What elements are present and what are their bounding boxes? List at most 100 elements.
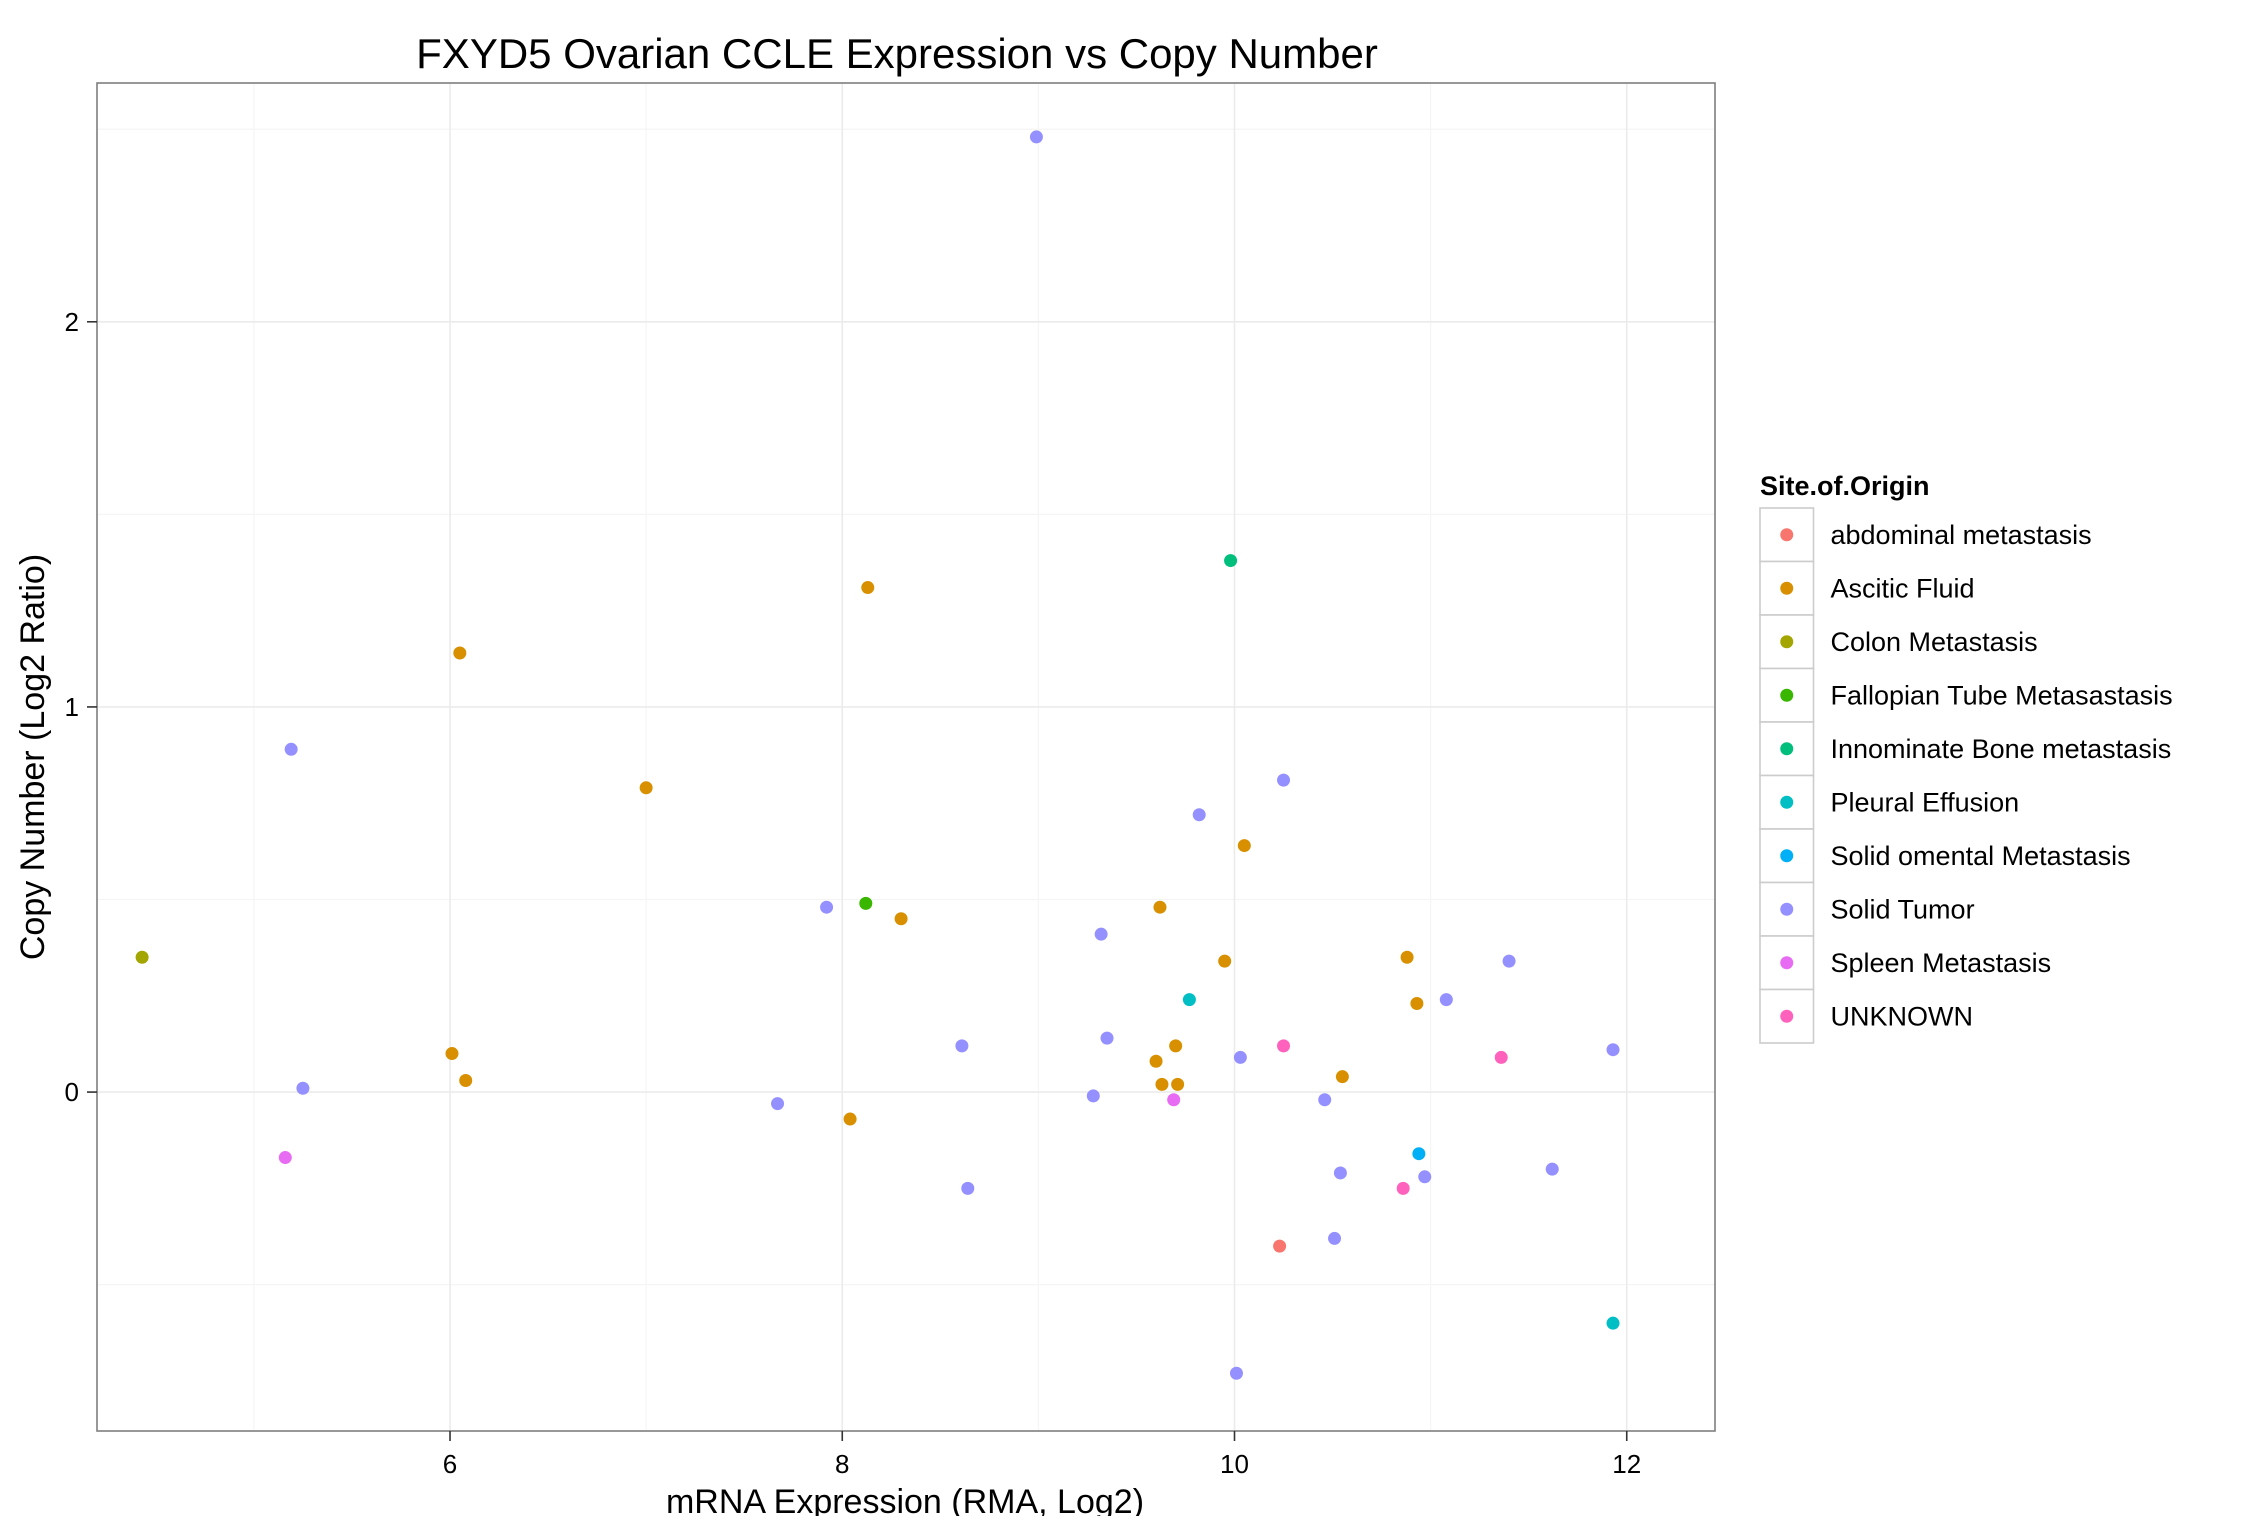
data-point xyxy=(1169,1039,1183,1053)
data-point xyxy=(1335,1070,1349,1084)
data-point xyxy=(955,1039,969,1053)
data-point xyxy=(1502,954,1516,968)
grid xyxy=(97,83,1715,1431)
data-point xyxy=(1606,1316,1620,1330)
legend-marker xyxy=(1780,795,1794,809)
data-point xyxy=(1494,1050,1508,1064)
legend-item: Solid omental Metastasis xyxy=(1759,828,2131,884)
data-point xyxy=(771,1097,785,1111)
y-tick-label: 0 xyxy=(65,1077,79,1107)
data-point xyxy=(639,781,653,795)
legend-item: Innominate Bone metastasis xyxy=(1759,721,2172,777)
legend-marker xyxy=(1780,581,1794,595)
data-point xyxy=(1237,839,1251,853)
data-point xyxy=(1100,1031,1114,1045)
legend-label: Solid Tumor xyxy=(1831,894,1975,924)
legend-label: Pleural Effusion xyxy=(1831,787,2020,817)
legend-marker xyxy=(1780,742,1794,756)
series-group xyxy=(1224,554,1238,568)
legend-item: Ascitic Fluid xyxy=(1759,560,1975,616)
legend-marker xyxy=(1780,1009,1794,1023)
legend-item: Spleen Metastasis xyxy=(1759,935,2052,991)
data-point xyxy=(1412,1147,1426,1161)
legend: Site.of.Origin abdominal metastasis Ascit… xyxy=(1759,471,2173,1044)
legend-item: Fallopian Tube Metasastasis xyxy=(1759,667,2173,723)
x-axis-label: mRNA Expression (RMA, Log2) xyxy=(666,1483,1144,1516)
legend-label: abdominal metastasis xyxy=(1831,520,2092,550)
legend-label: Fallopian Tube Metasastasis xyxy=(1831,680,2173,710)
data-point xyxy=(1277,1039,1291,1053)
legend-marker xyxy=(1780,902,1794,916)
legend-label: UNKNOWN xyxy=(1831,1001,1974,1031)
legend-label: Solid omental Metastasis xyxy=(1831,841,2131,871)
data-point xyxy=(1318,1093,1332,1107)
y-tick-label: 2 xyxy=(65,307,79,337)
series-group xyxy=(1273,1239,1287,1253)
series-group xyxy=(859,896,873,910)
legend-marker xyxy=(1780,956,1794,970)
legend-label: Colon Metastasis xyxy=(1831,627,2038,657)
legend-item: Colon Metastasis xyxy=(1759,614,2038,670)
data-point xyxy=(453,646,467,660)
x-tick-label: 8 xyxy=(835,1449,849,1479)
series-group xyxy=(1182,993,1620,1330)
series-group xyxy=(1277,1039,1508,1195)
data-point xyxy=(1277,773,1291,787)
x-tick-label: 12 xyxy=(1612,1449,1641,1479)
data-point xyxy=(278,1151,292,1165)
legend-item: Solid Tumor xyxy=(1759,881,1975,937)
data-point xyxy=(1029,130,1043,144)
data-point xyxy=(1410,996,1424,1010)
data-points xyxy=(135,130,1620,1380)
y-axis-label: Copy Number (Log2 Ratio) xyxy=(14,554,52,960)
data-point xyxy=(1182,993,1196,1007)
data-point xyxy=(135,950,149,964)
legend-marker xyxy=(1780,635,1794,649)
legend-marker xyxy=(1780,528,1794,542)
data-point xyxy=(1171,1077,1185,1091)
data-point xyxy=(1229,1366,1243,1380)
data-point xyxy=(1545,1162,1559,1176)
data-point xyxy=(1400,950,1414,964)
legend-label: Ascitic Fluid xyxy=(1831,573,1975,603)
data-point xyxy=(1153,900,1167,914)
series-group xyxy=(135,950,149,964)
data-point xyxy=(1418,1170,1432,1184)
data-point xyxy=(1167,1093,1181,1107)
chart-title: FXYD5 Ovarian CCLE Expression vs Copy Nu… xyxy=(416,30,1378,77)
legend-item: Pleural Effusion xyxy=(1759,774,2020,830)
series-group xyxy=(445,581,1424,1126)
data-point xyxy=(1149,1054,1163,1068)
data-point xyxy=(1155,1077,1169,1091)
series-group xyxy=(278,1093,1181,1165)
x-tick-label: 6 xyxy=(443,1449,457,1479)
data-point xyxy=(1439,993,1453,1007)
legend-items: abdominal metastasis Ascitic Fluid Colon M… xyxy=(1759,507,2173,1044)
data-point xyxy=(1086,1089,1100,1103)
legend-label: Spleen Metastasis xyxy=(1831,948,2052,978)
legend-item: abdominal metastasis xyxy=(1759,507,2092,563)
data-point xyxy=(1094,927,1108,941)
data-point xyxy=(1192,808,1206,822)
data-point xyxy=(1233,1050,1247,1064)
y-tick-label: 1 xyxy=(65,692,79,722)
data-point xyxy=(894,912,908,926)
x-tick-label: 10 xyxy=(1220,1449,1249,1479)
data-point xyxy=(1218,954,1232,968)
data-point xyxy=(861,581,875,595)
legend-marker xyxy=(1780,849,1794,863)
legend-label: Innominate Bone metastasis xyxy=(1831,734,2172,764)
data-point xyxy=(1606,1043,1620,1057)
data-point xyxy=(843,1112,857,1126)
data-point xyxy=(1224,554,1238,568)
series-group xyxy=(284,130,1620,1380)
data-point xyxy=(459,1074,473,1088)
data-point xyxy=(296,1081,310,1095)
data-point xyxy=(1273,1239,1287,1253)
data-point xyxy=(1328,1231,1342,1245)
data-point xyxy=(1396,1181,1410,1195)
data-point xyxy=(961,1181,975,1195)
